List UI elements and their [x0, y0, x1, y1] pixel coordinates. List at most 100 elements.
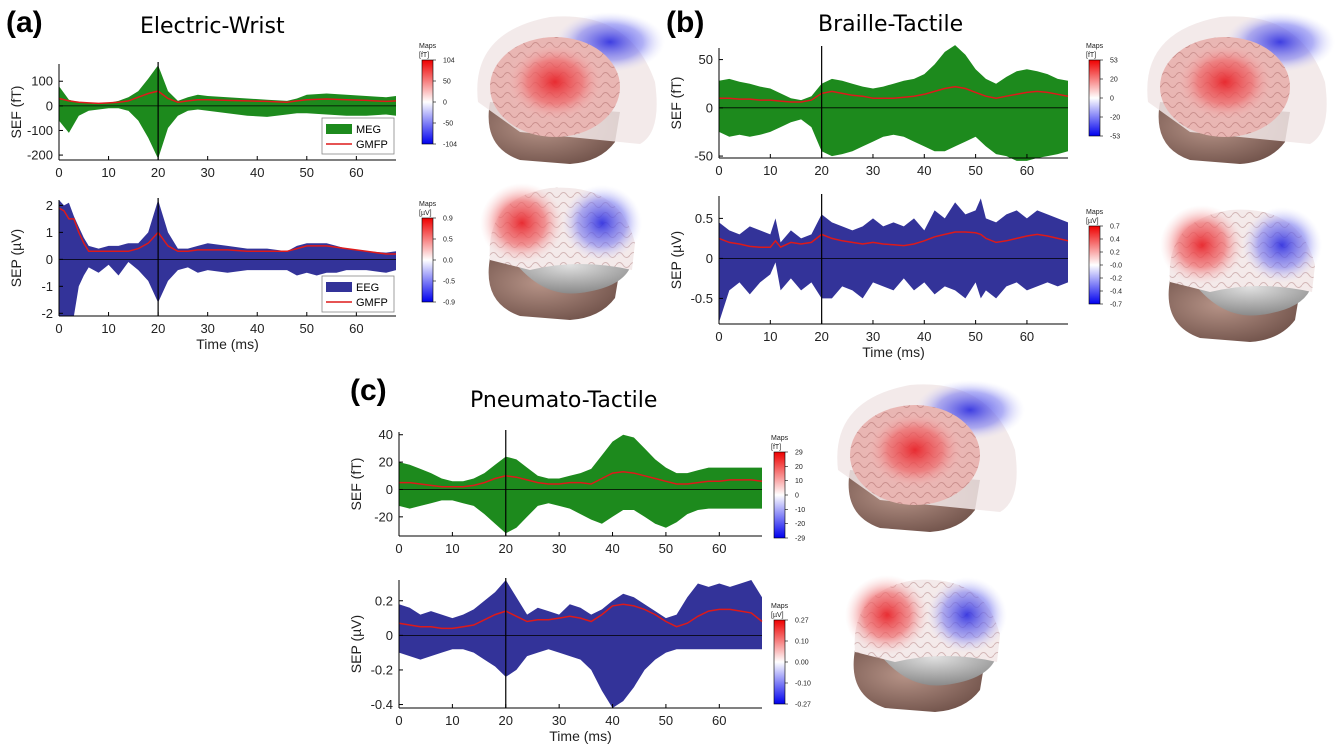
colorbar-label: 10 — [795, 478, 803, 485]
legend-label: MEG — [356, 124, 381, 136]
x-axis-title: Time (ms) — [549, 728, 611, 744]
positive-field — [505, 42, 605, 122]
colorbar-label: 0 — [1110, 96, 1114, 103]
colorbar-label: 0 — [443, 100, 447, 107]
y-tick-label: 50 — [699, 52, 713, 67]
colorbar-title: Maps — [419, 201, 437, 208]
x-tick-label: 10 — [763, 163, 777, 178]
y-tick-label: 1 — [46, 225, 53, 240]
colorbar-label: -0.10 — [795, 681, 811, 688]
colorbar-title: Maps — [1086, 209, 1104, 216]
panel-a-title: Electric-Wrist — [140, 14, 285, 39]
positive-field — [1160, 205, 1244, 285]
chart-6: 0 10 20 30 40 50 60 -0.4 -0.2 0 0.2 SEP (µV) Time (m… — [348, 578, 811, 744]
gmfp-line — [58, 207, 396, 255]
legend: EEG GMFP — [321, 275, 395, 313]
panel-c-letter: (c) — [350, 374, 387, 407]
y-axis-title: SEP (µV) — [668, 231, 684, 289]
colorbar-gradient — [1088, 225, 1101, 305]
x-tick-label: 50 — [300, 165, 314, 180]
colorbar-label: 0.9 — [443, 216, 453, 223]
x-tick-label: 60 — [349, 165, 363, 180]
band-area — [59, 65, 396, 159]
y-tick-label: -1 — [41, 279, 53, 294]
colorbar-label: 0.27 — [795, 618, 809, 625]
y-tick-label: 0 — [706, 100, 713, 115]
x-tick-label: 60 — [1020, 163, 1034, 178]
legend-label: GMFP — [356, 139, 388, 151]
colorbar-gradient — [421, 59, 434, 145]
brain-map-1 — [477, 12, 665, 164]
x-tick-label: 40 — [250, 321, 264, 336]
colorbar-label: 0.0 — [443, 258, 453, 265]
colorbar-gradient — [1088, 59, 1101, 137]
x-tick-label: 0 — [55, 321, 62, 336]
colorbar-label: -0.0 — [1110, 263, 1122, 270]
colorbar-label: -0.5 — [443, 279, 455, 286]
x-tick-label: 50 — [300, 321, 314, 336]
x-tick-label: 30 — [866, 163, 880, 178]
negative-field — [562, 185, 642, 261]
colorbar-label: 20 — [795, 464, 803, 471]
colorbar-label: 0 — [795, 493, 799, 500]
colorbar-label: -20 — [795, 521, 805, 528]
brain-map-5 — [837, 380, 1025, 532]
y-tick-label: 100 — [31, 74, 53, 89]
y-axis-title: SEP (µV) — [8, 229, 24, 287]
colorbar-gradient — [773, 619, 786, 705]
x-tick-label: 30 — [552, 541, 566, 556]
x-tick-label: 20 — [499, 541, 513, 556]
x-tick-label: 40 — [605, 713, 619, 728]
y-tick-label: -2 — [41, 306, 53, 321]
legend-swatch — [326, 124, 352, 134]
colorbar: Maps [fT] 104 50 0 -50 -104 — [419, 43, 457, 149]
x-tick-label: 30 — [200, 165, 214, 180]
x-tick-label: 50 — [968, 163, 982, 178]
panel-b-title: Braille-Tactile — [818, 12, 964, 37]
x-tick-label: 50 — [968, 329, 982, 344]
colorbar-title: Maps — [771, 435, 789, 442]
y-tick-label: 20 — [379, 455, 393, 470]
x-tick-label: 10 — [101, 321, 115, 336]
colorbar-label: -10 — [795, 507, 805, 514]
x-tick-label: 40 — [250, 165, 264, 180]
colorbar-label: -0.9 — [443, 300, 455, 307]
negative-field — [1242, 207, 1322, 283]
brain-map-6 — [845, 575, 1007, 712]
y-tick-label: 0.2 — [375, 593, 393, 608]
x-tick-label: 20 — [814, 329, 828, 344]
y-tick-label: 0 — [386, 628, 393, 643]
colorbar-label: -53 — [1110, 134, 1120, 141]
colorbar-title: Maps — [1086, 43, 1104, 50]
colorbar-label: -20 — [1110, 115, 1120, 122]
y-tick-label: 0 — [46, 98, 53, 113]
y-tick-label: -20 — [374, 509, 393, 524]
x-tick-label: 10 — [445, 541, 459, 556]
y-tick-label: -0.2 — [371, 662, 393, 677]
y-tick-label: -200 — [27, 148, 53, 163]
x-tick-label: 0 — [55, 165, 62, 180]
colorbar-label: 0.5 — [443, 237, 453, 244]
gmfp-line — [398, 603, 763, 630]
colorbar-unit: [µV] — [771, 612, 784, 619]
colorbar-label: -0.27 — [795, 702, 811, 709]
colorbar-label: 20 — [1110, 77, 1118, 84]
band-area — [719, 198, 1068, 323]
colorbar-label: 0.10 — [795, 639, 809, 646]
chart-1: 0 10 20 30 40 50 60 -200 -100 0 100 SEF (fT) MEG GMFP… — [8, 43, 457, 180]
legend-swatch — [326, 282, 352, 292]
x-tick-label: 0 — [715, 329, 722, 344]
colorbar-title: Maps — [771, 603, 789, 610]
colorbar-label: 0.4 — [1110, 237, 1120, 244]
x-tick-label: 20 — [814, 163, 828, 178]
legend: MEG GMFP — [321, 117, 395, 155]
x-tick-label: 40 — [605, 541, 619, 556]
positive-field — [1175, 42, 1275, 122]
x-tick-label: 0 — [715, 163, 722, 178]
x-tick-label: 10 — [101, 165, 115, 180]
x-tick-label: 60 — [712, 541, 726, 556]
brain-map-2 — [480, 183, 642, 320]
panel-b-letter: (b) — [666, 6, 705, 39]
colorbar-title: Maps — [419, 43, 437, 50]
